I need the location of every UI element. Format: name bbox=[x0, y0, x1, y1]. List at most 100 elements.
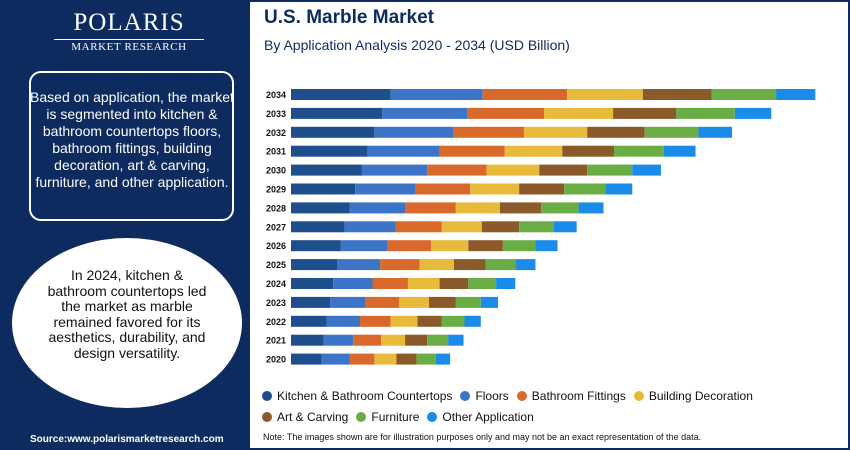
chart-subtitle: By Application Analysis 2020 - 2034 (USD… bbox=[264, 37, 570, 53]
y-tick-label-2025: 2025 bbox=[266, 260, 286, 270]
bar-2027-series-3 bbox=[441, 221, 482, 233]
legend-item-1: Floors bbox=[460, 389, 509, 403]
y-tick-label-2024: 2024 bbox=[266, 279, 286, 289]
bar-2022-series-1 bbox=[326, 315, 361, 327]
bar-2030-series-0 bbox=[291, 164, 362, 176]
legend-marker-6 bbox=[427, 412, 438, 422]
bar-2034-series-0 bbox=[291, 89, 391, 100]
bar-2030-series-6 bbox=[632, 164, 662, 176]
bar-2028-series-4 bbox=[499, 202, 542, 214]
bar-2021-series-1 bbox=[323, 334, 354, 346]
highlight-circle bbox=[12, 238, 242, 408]
bar-2030-series-1 bbox=[361, 164, 428, 176]
bar-2030-series-3 bbox=[486, 164, 540, 176]
legend-marker-4 bbox=[262, 412, 272, 422]
logo-name: POLARIS bbox=[73, 9, 185, 36]
bar-2023-series-1 bbox=[330, 296, 366, 308]
bar-2034-series-5 bbox=[711, 89, 777, 100]
logo-tagline: MARKET RESEARCH bbox=[54, 39, 204, 53]
bar-2023-series-3 bbox=[399, 296, 430, 308]
bar-2032-series-6 bbox=[698, 126, 732, 138]
bar-2034-series-4 bbox=[642, 89, 712, 100]
bar-2029-series-2 bbox=[415, 183, 471, 195]
legend-label-3: Building Decoration bbox=[648, 389, 753, 403]
bar-2023-series-0 bbox=[291, 296, 331, 308]
bar-2032-series-4 bbox=[587, 126, 645, 138]
segmentation-info-box: Based on application, the market is segm… bbox=[29, 71, 234, 221]
legend-item-0: Kitchen & Bathroom Countertops bbox=[262, 389, 452, 403]
bar-2029-series-3 bbox=[470, 183, 520, 195]
bar-2026-series-2 bbox=[387, 240, 431, 252]
chart-legend: Kitchen & Bathroom Countertops Floors Bath… bbox=[262, 389, 802, 431]
bar-2028-series-6 bbox=[578, 202, 604, 214]
legend-marker-1 bbox=[460, 391, 471, 401]
legend-label-4: Art & Carving bbox=[277, 410, 349, 424]
bar-2020-series-0 bbox=[291, 353, 322, 365]
bar-2022-series-2 bbox=[360, 315, 391, 327]
bar-2027-series-1 bbox=[344, 221, 396, 233]
bar-2028-series-3 bbox=[455, 202, 500, 214]
legend-item-2: Bathroom Fittings bbox=[516, 389, 626, 403]
bar-2029-series-0 bbox=[291, 183, 356, 195]
y-tick-label-2027: 2027 bbox=[266, 222, 286, 232]
legend-marker-0 bbox=[262, 391, 272, 401]
bar-2028-series-1 bbox=[349, 202, 406, 214]
bar-2025-series-2 bbox=[380, 259, 420, 271]
legend-marker-3 bbox=[633, 391, 644, 401]
bar-2031-series-6 bbox=[663, 145, 696, 157]
bar-2033-series-0 bbox=[291, 107, 383, 119]
highlight-text: In 2024, kitchen & bathroom countertops … bbox=[47, 267, 207, 361]
bar-2025-series-3 bbox=[419, 259, 454, 271]
bar-2031-series-1 bbox=[367, 145, 440, 157]
legend-item-4: Art & Carving bbox=[262, 410, 348, 424]
bar-2033-series-5 bbox=[676, 107, 735, 119]
y-tick-label-2030: 2030 bbox=[266, 166, 286, 176]
bar-2028-series-5 bbox=[541, 202, 579, 214]
bar-2024-series-1 bbox=[333, 278, 373, 289]
bar-2022-series-3 bbox=[390, 315, 418, 327]
bar-2025-series-4 bbox=[453, 259, 486, 271]
legend-item-5: Furniture bbox=[356, 410, 419, 424]
bar-2020-series-6 bbox=[435, 353, 451, 365]
legend-label-6: Other Application bbox=[442, 410, 534, 424]
bar-2033-series-1 bbox=[382, 107, 468, 119]
bar-2032-series-5 bbox=[644, 126, 699, 138]
bar-2033-series-3 bbox=[544, 107, 614, 119]
bar-2032-series-3 bbox=[523, 126, 588, 138]
highlight-text-wrap: In 2024, kitchen & bathroom countertops … bbox=[12, 267, 242, 362]
bar-2022-series-0 bbox=[291, 315, 327, 327]
bar-2032-series-1 bbox=[374, 126, 454, 138]
bar-2021-series-6 bbox=[448, 334, 464, 346]
bar-2023-series-4 bbox=[429, 296, 456, 308]
bar-2034-series-3 bbox=[567, 89, 643, 100]
y-tick-label-2022: 2022 bbox=[266, 317, 286, 327]
legend-item-3: Building Decoration bbox=[633, 389, 753, 403]
bar-2024-series-5 bbox=[468, 278, 497, 289]
bar-2027-series-6 bbox=[553, 221, 577, 233]
y-tick-label-2034: 2034 bbox=[266, 90, 286, 100]
bar-2027-series-4 bbox=[481, 221, 520, 233]
legend-marker-2 bbox=[516, 391, 527, 401]
y-tick-label-2023: 2023 bbox=[266, 298, 286, 308]
bar-2029-series-4 bbox=[519, 183, 565, 195]
bar-2033-series-4 bbox=[613, 107, 677, 119]
polaris-logo: POLARIS MARKET RESEARCH bbox=[54, 9, 204, 53]
disclaimer-note: Note: The images shown are for illustrat… bbox=[263, 432, 702, 442]
bar-2026-series-4 bbox=[468, 240, 503, 252]
bar-2021-series-2 bbox=[353, 334, 382, 346]
bar-2029-series-1 bbox=[355, 183, 416, 195]
bar-2031-series-4 bbox=[562, 145, 615, 157]
bar-2020-series-1 bbox=[321, 353, 350, 365]
bar-2033-series-6 bbox=[734, 107, 772, 119]
source-text: Source:www.polarismarketresearch.com bbox=[30, 434, 224, 445]
bar-2026-series-5 bbox=[502, 240, 536, 252]
left-info-panel: POLARIS MARKET RESEARCH Based on applica… bbox=[2, 2, 250, 448]
bar-2022-series-4 bbox=[417, 315, 442, 327]
bar-2034-series-1 bbox=[390, 89, 483, 100]
bar-2028-series-2 bbox=[405, 202, 456, 214]
bar-2031-series-5 bbox=[614, 145, 664, 157]
bar-2028-series-0 bbox=[291, 202, 350, 214]
bar-2024-series-2 bbox=[372, 278, 408, 289]
legend-label-2: Bathroom Fittings bbox=[531, 389, 626, 403]
